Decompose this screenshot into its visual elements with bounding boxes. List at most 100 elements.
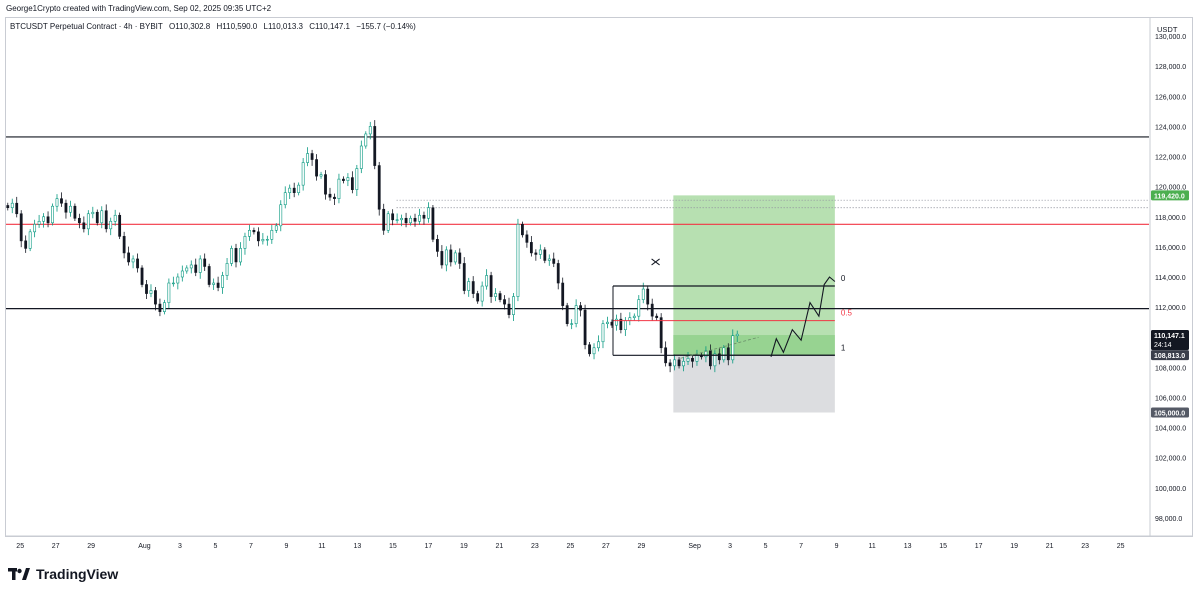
candle xyxy=(386,211,390,234)
candle xyxy=(583,304,587,350)
time-tick-label: Sep xyxy=(688,543,701,550)
candle-body xyxy=(310,153,314,160)
candle-body xyxy=(601,323,605,343)
candle xyxy=(409,215,412,226)
candle xyxy=(261,233,265,245)
candle-body xyxy=(149,290,153,294)
candle-body xyxy=(337,178,341,199)
candle-body xyxy=(391,213,395,221)
candle-body xyxy=(377,165,381,210)
candle xyxy=(324,170,327,200)
candle-body xyxy=(154,290,157,305)
time-tick-label: 3 xyxy=(178,543,182,550)
candle xyxy=(163,299,166,315)
candle xyxy=(337,173,341,204)
candle-body xyxy=(100,210,104,224)
candle xyxy=(28,229,32,252)
candle xyxy=(615,314,618,331)
time-tick-label: 9 xyxy=(284,543,288,550)
candle xyxy=(391,209,395,226)
candle xyxy=(507,297,511,319)
candle xyxy=(342,176,345,184)
candle-body xyxy=(306,153,310,163)
candle xyxy=(145,280,148,299)
candle-body xyxy=(261,239,265,242)
candle xyxy=(104,204,108,233)
candle-body xyxy=(252,230,256,233)
candle-body xyxy=(413,217,417,222)
x-marker xyxy=(651,258,660,266)
candle-body xyxy=(270,230,274,240)
entry-price-tag-bg xyxy=(1151,350,1189,361)
candle-body xyxy=(131,258,135,263)
chart-created-by: George1Crypto created with TradingView.c… xyxy=(6,4,272,13)
candle-body xyxy=(194,264,198,273)
candle-body xyxy=(632,315,636,318)
candle-body xyxy=(104,210,108,230)
candle-body xyxy=(230,248,233,264)
candle-body xyxy=(592,347,596,355)
candle-body xyxy=(655,315,659,318)
candle-body xyxy=(274,225,278,231)
candle-body xyxy=(342,178,345,181)
fib-label-0-5: 0.5 xyxy=(841,309,853,318)
candle xyxy=(628,312,632,326)
candle-body xyxy=(355,168,359,190)
candle-body xyxy=(216,282,220,288)
candle-body xyxy=(641,288,645,300)
candle xyxy=(252,227,256,235)
candle xyxy=(574,299,578,328)
candle xyxy=(494,288,497,302)
take-profit-tag: 119,420.0 xyxy=(1151,190,1189,201)
candle-body xyxy=(37,220,41,225)
projection-path xyxy=(770,276,836,357)
candle xyxy=(632,313,636,321)
candle-body xyxy=(243,236,247,249)
candle xyxy=(359,140,363,174)
candle xyxy=(395,213,399,224)
candle xyxy=(722,345,726,363)
candle xyxy=(382,203,386,235)
candle xyxy=(529,236,533,257)
price-tick-label: 100,000.0 xyxy=(1155,486,1186,493)
candle-body xyxy=(279,204,283,227)
candle-body xyxy=(400,217,403,221)
candle xyxy=(731,329,735,364)
candle xyxy=(373,120,377,170)
position-zones xyxy=(673,195,835,413)
candle xyxy=(717,348,721,365)
price-tick-label: 108,000.0 xyxy=(1155,365,1186,372)
candle xyxy=(180,265,184,282)
candle-body xyxy=(283,192,287,206)
candle xyxy=(677,357,681,369)
candle xyxy=(453,250,457,265)
last-price-tag-text: 110,147.1 xyxy=(1154,333,1185,340)
candle xyxy=(212,278,216,290)
candle-body xyxy=(489,275,493,297)
stop-loss-tag-text: 105,000.0 xyxy=(1154,411,1185,418)
ohlc-close: C110,147.1 xyxy=(309,22,350,31)
candle xyxy=(516,218,520,302)
candle-body xyxy=(333,196,336,199)
candle-body xyxy=(64,202,68,213)
candle-body xyxy=(529,242,533,254)
candle xyxy=(234,243,238,268)
candle xyxy=(73,203,77,221)
candle xyxy=(476,290,480,304)
candle-body xyxy=(583,309,587,346)
candle xyxy=(122,231,126,259)
candle xyxy=(46,211,50,228)
candle xyxy=(15,196,19,218)
candle xyxy=(579,301,583,317)
candle xyxy=(189,260,193,274)
candle-body xyxy=(503,299,506,305)
candle xyxy=(704,346,708,363)
candle xyxy=(444,246,448,272)
candle-body xyxy=(207,266,211,285)
candle-body xyxy=(646,288,650,305)
tradingview-logo-icon xyxy=(8,568,30,580)
candle xyxy=(51,203,54,226)
candle-body xyxy=(171,282,175,285)
